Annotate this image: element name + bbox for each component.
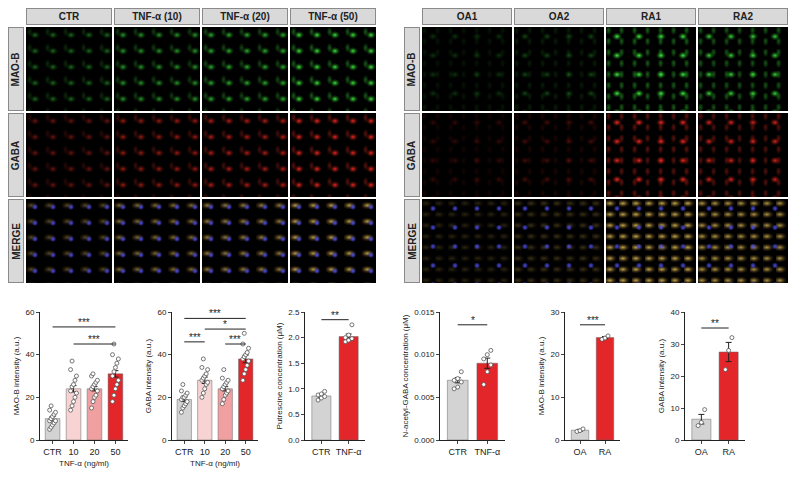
svg-text:20: 20 bbox=[220, 447, 230, 457]
svg-text:GABA intensity (a.u.): GABA intensity (a.u.) bbox=[144, 339, 153, 414]
html-text:CTR: CTR bbox=[58, 11, 80, 22]
svg-text:CTR: CTR bbox=[448, 447, 467, 457]
svg-text:10: 10 bbox=[670, 404, 679, 413]
svg-text:RA: RA bbox=[722, 447, 735, 457]
svg-text:20: 20 bbox=[670, 372, 679, 381]
svg-text:50: 50 bbox=[110, 447, 120, 457]
svg-text:0.005: 0.005 bbox=[414, 393, 435, 402]
svg-text:1.5: 1.5 bbox=[288, 359, 300, 368]
svg-text:40: 40 bbox=[157, 350, 166, 359]
svg-text:***: *** bbox=[88, 334, 100, 345]
html-text:OA1: OA1 bbox=[456, 11, 478, 22]
svg-text:0: 0 bbox=[555, 436, 560, 445]
svg-text:0.015: 0.015 bbox=[414, 308, 435, 317]
html-text:TNF-α (50): TNF-α (50) bbox=[308, 11, 358, 22]
svg-text:30: 30 bbox=[550, 308, 559, 317]
svg-text:10: 10 bbox=[200, 447, 210, 457]
svg-text:**: ** bbox=[711, 318, 719, 329]
svg-text:50: 50 bbox=[241, 447, 251, 457]
html-text:RA2: RA2 bbox=[733, 11, 753, 22]
svg-text:60: 60 bbox=[157, 308, 166, 317]
svg-text:N-acetyl-GABA concentration (μ: N-acetyl-GABA concentration (μM) bbox=[401, 314, 410, 437]
html-text:OA2: OA2 bbox=[548, 11, 570, 22]
svg-text:0: 0 bbox=[162, 436, 167, 445]
svg-text:0: 0 bbox=[30, 436, 35, 445]
html-text:GABA: GABA bbox=[10, 140, 22, 170]
svg-text:CTR: CTR bbox=[43, 447, 62, 457]
svg-text:OA: OA bbox=[573, 447, 586, 457]
svg-text:RA: RA bbox=[599, 447, 612, 457]
html-text:TNF-α (10): TNF-α (10) bbox=[132, 11, 182, 22]
svg-text:***: *** bbox=[189, 332, 201, 343]
html-text:MERGE: MERGE bbox=[10, 222, 22, 260]
svg-text:40: 40 bbox=[670, 308, 679, 317]
svg-text:0.000: 0.000 bbox=[414, 436, 435, 445]
html-text:TNF-α (20): TNF-α (20) bbox=[220, 11, 270, 22]
svg-text:TNF-α: TNF-α bbox=[474, 447, 500, 457]
svg-text:20: 20 bbox=[25, 393, 34, 402]
svg-text:*: * bbox=[223, 319, 227, 330]
svg-text:*: * bbox=[471, 315, 475, 326]
svg-text:10: 10 bbox=[69, 447, 79, 457]
svg-text:OA: OA bbox=[695, 447, 708, 457]
svg-text:***: *** bbox=[209, 308, 221, 319]
svg-text:1.0: 1.0 bbox=[288, 385, 300, 394]
svg-text:TNF-α: TNF-α bbox=[336, 447, 362, 457]
svg-text:MAO-B intensity (a.u.): MAO-B intensity (a.u.) bbox=[12, 336, 21, 415]
svg-text:Putrescine concentration (μM): Putrescine concentration (μM) bbox=[275, 322, 284, 429]
html-text:RA1: RA1 bbox=[641, 11, 661, 22]
html-text:GABA: GABA bbox=[406, 140, 418, 170]
svg-text:0: 0 bbox=[675, 436, 680, 445]
svg-text:GABA intensity (a.u.): GABA intensity (a.u.) bbox=[657, 339, 666, 414]
svg-text:***: *** bbox=[587, 315, 599, 326]
svg-text:***: *** bbox=[78, 317, 90, 328]
svg-text:CTR: CTR bbox=[312, 447, 331, 457]
svg-text:TNF-α (ng/ml): TNF-α (ng/ml) bbox=[190, 459, 240, 468]
svg-text:20: 20 bbox=[89, 447, 99, 457]
svg-text:0.0: 0.0 bbox=[288, 436, 300, 445]
svg-text:30: 30 bbox=[670, 340, 679, 349]
svg-text:0.010: 0.010 bbox=[414, 350, 435, 359]
html-text:MERGE: MERGE bbox=[406, 222, 418, 260]
svg-text:***: *** bbox=[229, 334, 241, 345]
html-text:MAO-B: MAO-B bbox=[406, 52, 418, 86]
svg-text:TNF-α (ng/ml): TNF-α (ng/ml) bbox=[59, 459, 109, 468]
svg-text:40: 40 bbox=[25, 350, 34, 359]
svg-text:CTR: CTR bbox=[175, 447, 194, 457]
svg-text:0.5: 0.5 bbox=[288, 410, 300, 419]
svg-text:20: 20 bbox=[157, 393, 166, 402]
svg-text:2.0: 2.0 bbox=[288, 333, 300, 342]
svg-text:MAO-B intensity (a.u.): MAO-B intensity (a.u.) bbox=[537, 336, 546, 415]
svg-text:**: ** bbox=[331, 310, 339, 321]
svg-text:20: 20 bbox=[550, 350, 559, 359]
svg-text:10: 10 bbox=[550, 393, 559, 402]
svg-text:60: 60 bbox=[25, 308, 34, 317]
html-text:MAO-B: MAO-B bbox=[10, 52, 22, 86]
svg-text:2.5: 2.5 bbox=[288, 308, 300, 317]
